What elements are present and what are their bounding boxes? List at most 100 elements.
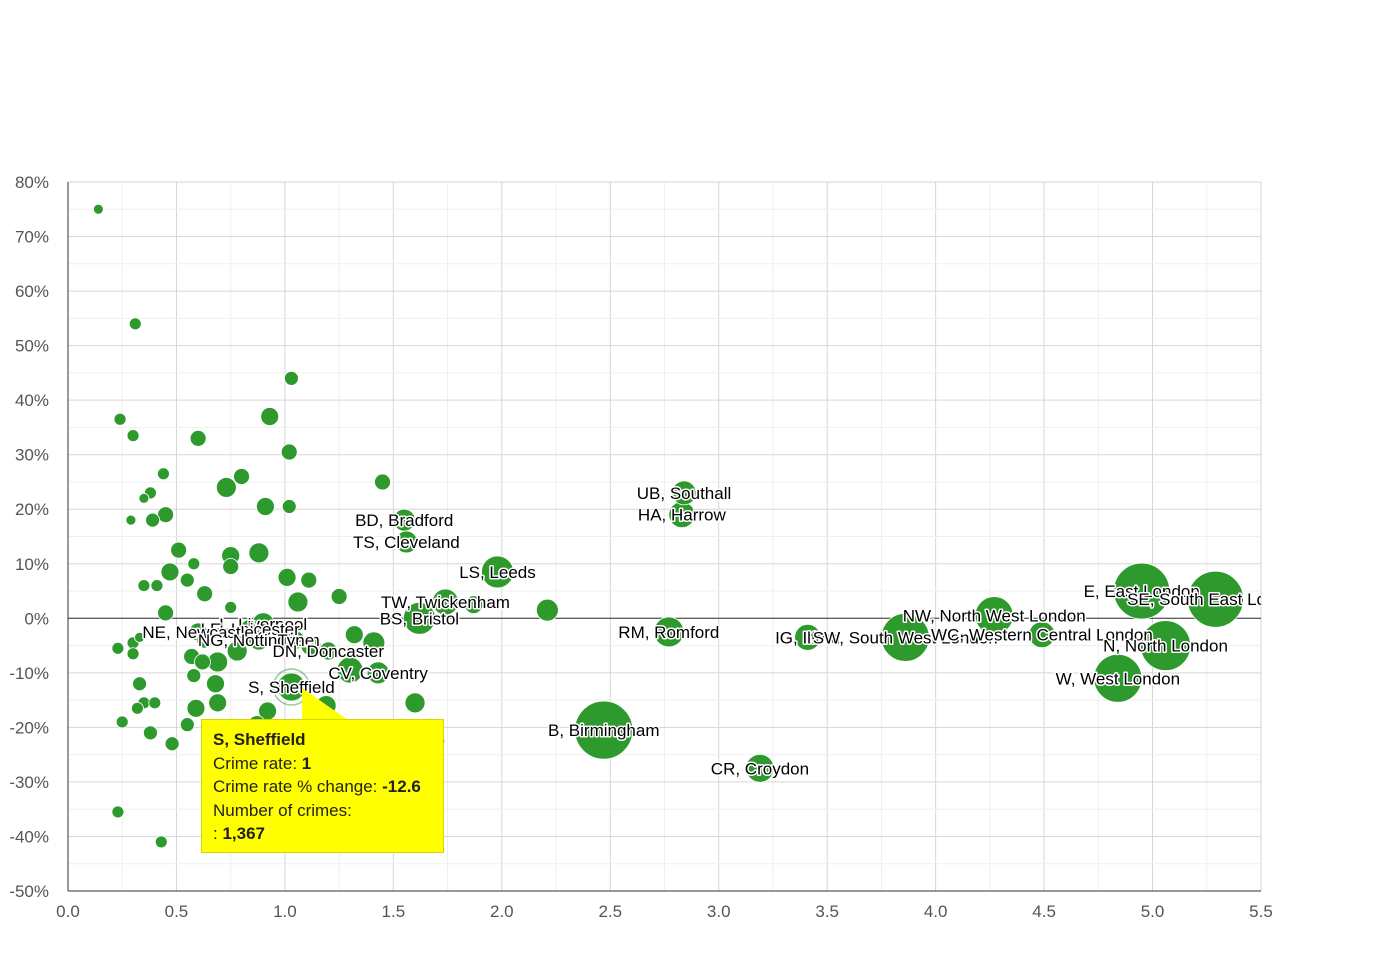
- x-tick-label: 0.0: [56, 902, 80, 921]
- bubble-point[interactable]: [481, 555, 514, 589]
- bubble-point[interactable]: [131, 701, 144, 715]
- point-labels: BD, Bradford TS, Cleveland LS, Leeds TW, Tw…: [141, 482, 1261, 779]
- bubble-point[interactable]: [179, 717, 195, 733]
- y-tick-label: -30%: [9, 773, 49, 792]
- bubble-point[interactable]: [366, 661, 390, 685]
- bubble-point[interactable]: [1187, 570, 1244, 628]
- bubble-point[interactable]: [126, 647, 140, 661]
- bubble-point[interactable]: [224, 601, 238, 614]
- bubble-point[interactable]: [248, 629, 270, 651]
- bubble-point[interactable]: [137, 579, 151, 592]
- bubble-point[interactable]: [745, 753, 775, 783]
- bubble-point[interactable]: [284, 370, 299, 386]
- bubble-point[interactable]: [402, 601, 436, 635]
- point-label: L, Liverpool: [219, 615, 307, 634]
- bubble-point[interactable]: [208, 693, 228, 713]
- bubble-point[interactable]: [196, 585, 214, 603]
- bubble-point[interactable]: [186, 698, 206, 718]
- bubble-point[interactable]: [653, 616, 685, 648]
- bubble-point[interactable]: [125, 514, 137, 526]
- bubble-point[interactable]: [157, 467, 170, 481]
- bubble-point[interactable]: [157, 506, 175, 524]
- bubble-point[interactable]: [222, 558, 240, 575]
- bubble-point[interactable]: [145, 512, 160, 528]
- bubble-point[interactable]: [535, 598, 559, 622]
- bubble-point[interactable]: [277, 568, 297, 587]
- bubble-point[interactable]: [128, 317, 142, 331]
- bubble-point[interactable]: [160, 562, 180, 582]
- bubble-point[interactable]: [281, 499, 297, 514]
- bubble-point[interactable]: [974, 596, 1014, 635]
- bubble-point[interactable]: [330, 588, 348, 605]
- bubble-point[interactable]: [1028, 621, 1056, 649]
- bubble-point[interactable]: [143, 725, 158, 741]
- point-label: NW, North West London: [903, 607, 1086, 626]
- bubble-point[interactable]: [1093, 653, 1143, 703]
- tooltip-count-prefix: :: [213, 824, 223, 843]
- bubble-point[interactable]: [671, 480, 697, 506]
- bubble-point[interactable]: [336, 656, 364, 684]
- bubble-point[interactable]: [138, 492, 150, 504]
- bubble-point[interactable]: [233, 468, 250, 485]
- tooltip-count-value: 1,367: [222, 824, 265, 843]
- y-tick-label: -20%: [9, 718, 49, 737]
- bubble-point[interactable]: [179, 572, 195, 588]
- bubble-point[interactable]: [113, 412, 127, 426]
- bubble-point[interactable]: [280, 443, 298, 461]
- tooltip-count-label: Number of crimes:: [213, 800, 352, 820]
- bubble-point[interactable]: [344, 625, 364, 645]
- bubble-point[interactable]: [170, 541, 188, 559]
- tooltip-count-row: : 1,367: [213, 822, 432, 846]
- bubble-point[interactable]: [464, 595, 484, 615]
- bubble-point[interactable]: [157, 604, 175, 622]
- bubble-point[interactable]: [111, 641, 125, 655]
- bubble-point[interactable]: [260, 407, 280, 426]
- bubble-point[interactable]: [248, 542, 270, 564]
- point-label: IG, Ilford: [775, 628, 840, 647]
- bubble-point[interactable]: [150, 579, 164, 592]
- bubble-point[interactable]: [394, 530, 418, 554]
- bubble-point[interactable]: [215, 477, 237, 498]
- bubble-point[interactable]: [404, 692, 426, 714]
- point-label: S, Sheffield: [248, 678, 335, 697]
- bubble-point[interactable]: [574, 700, 634, 760]
- bubble-point[interactable]: [226, 640, 248, 662]
- bubble-point[interactable]: [164, 736, 180, 752]
- bubble-point[interactable]: [206, 674, 225, 694]
- bubble-point[interactable]: [374, 473, 391, 491]
- bubble-point[interactable]: [286, 630, 306, 650]
- bubble-point[interactable]: [132, 676, 147, 692]
- point-label: W, West London: [1056, 669, 1180, 688]
- bubble-point[interactable]: [115, 715, 129, 729]
- tooltip-rate-value: 1: [301, 753, 312, 773]
- bubble-point[interactable]: [1140, 620, 1191, 671]
- point-label: LE, Leicester: [201, 620, 301, 639]
- bubble-point[interactable]: [194, 653, 211, 671]
- bubble-point[interactable]: [1113, 562, 1171, 620]
- bubble-point[interactable]: [148, 696, 162, 710]
- bubble-point[interactable]: [92, 203, 104, 215]
- bubble-point[interactable]: [362, 631, 386, 655]
- bubble-point[interactable]: [187, 557, 201, 571]
- point-label: CR, Croydon: [711, 759, 809, 778]
- bubble-point[interactable]: [196, 631, 214, 649]
- bubble-point[interactable]: [880, 612, 930, 662]
- bubble-point[interactable]: [134, 631, 145, 643]
- bubble-point[interactable]: [126, 429, 140, 443]
- bubble-point[interactable]: [300, 571, 318, 589]
- bubble-point[interactable]: [189, 429, 207, 447]
- point-label: TS, Cleveland: [353, 533, 460, 552]
- bubble-point[interactable]: [111, 805, 125, 819]
- bubble-point[interactable]: [186, 668, 202, 683]
- bubble-point[interactable]: [287, 591, 309, 613]
- point-label: DN, Doncaster: [273, 642, 385, 661]
- bubble-highlight-ring: [272, 668, 311, 706]
- point-label: HA, Harrow: [638, 506, 727, 525]
- bubble-point[interactable]: [154, 835, 168, 849]
- bubble-point[interactable]: [277, 672, 306, 702]
- bubble-point[interactable]: [432, 588, 459, 616]
- bubble-point[interactable]: [794, 623, 822, 651]
- bubble-point[interactable]: [318, 641, 338, 661]
- bubble-point[interactable]: [255, 497, 275, 516]
